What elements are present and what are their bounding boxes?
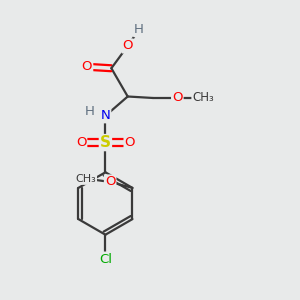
Text: O: O xyxy=(105,176,116,188)
Text: O: O xyxy=(122,40,133,52)
Text: N: N xyxy=(100,109,110,122)
Text: S: S xyxy=(100,135,111,150)
Text: H: H xyxy=(134,23,144,36)
Text: O: O xyxy=(172,92,183,104)
Text: CH₃: CH₃ xyxy=(192,92,214,104)
Text: CH₃: CH₃ xyxy=(75,174,96,184)
Text: H: H xyxy=(85,105,95,118)
Text: Cl: Cl xyxy=(99,253,112,266)
Text: O: O xyxy=(82,60,92,73)
Text: O: O xyxy=(124,136,135,149)
Text: O: O xyxy=(76,136,86,149)
